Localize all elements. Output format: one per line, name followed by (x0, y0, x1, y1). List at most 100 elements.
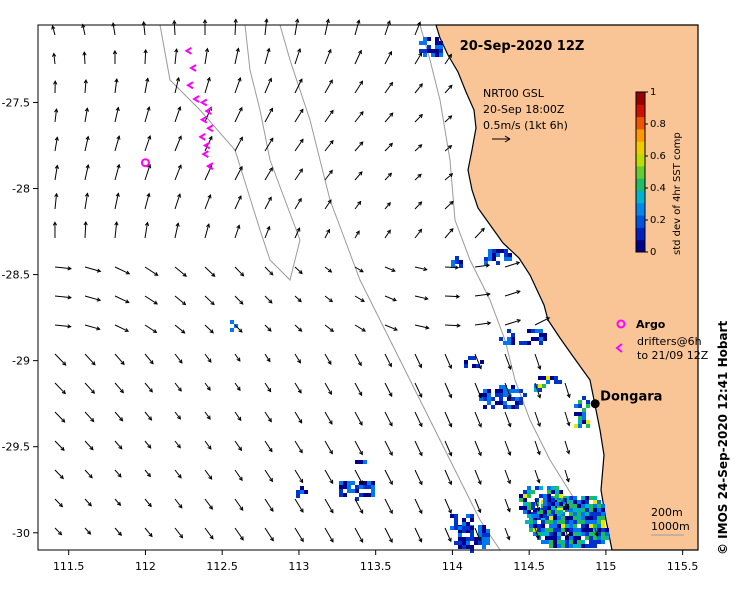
sst-cell (479, 397, 483, 401)
current-vector-head (118, 445, 123, 450)
sst-cell (543, 337, 547, 341)
sst-cell (601, 516, 605, 520)
sst-cell (454, 526, 458, 530)
current-vector (354, 295, 365, 302)
sst-cell (578, 400, 582, 404)
current-vector (534, 527, 540, 539)
current-vector-head (357, 200, 362, 206)
current-vector-head (116, 135, 121, 140)
current-vector (294, 78, 303, 94)
current-vector (324, 199, 332, 210)
sst-cell (577, 500, 581, 504)
current-vector-head (269, 477, 274, 483)
sst-cell (507, 341, 511, 345)
sst-cell (577, 532, 581, 536)
sst-cell (519, 401, 523, 405)
current-vector-head (239, 536, 244, 541)
sst-cell (577, 536, 581, 540)
sst-cell (561, 532, 565, 536)
lat-tick-label: -28.5 (2, 269, 30, 282)
sst-cell (487, 393, 491, 397)
sst-cell (466, 529, 470, 533)
sst-cell (507, 337, 511, 341)
sst-cell (586, 400, 590, 404)
sst-cell (435, 37, 439, 41)
current-vector (444, 469, 452, 485)
sst-cell (551, 498, 555, 502)
current-vector (474, 527, 481, 541)
sst-cell (527, 490, 531, 494)
sst-cell (543, 510, 547, 514)
sst-cell (551, 502, 555, 506)
sst-cell (491, 397, 495, 401)
drifter-position (205, 124, 214, 133)
current-vector (204, 324, 214, 334)
sst-cell (593, 540, 597, 544)
sst-cell (573, 532, 577, 536)
sst-cell (450, 514, 454, 518)
current-vector (264, 527, 274, 541)
sst-cell (507, 405, 511, 409)
sst-cell (339, 493, 343, 497)
current-vector-head (565, 478, 570, 483)
current-vector (52, 25, 56, 36)
current-vector-head (96, 268, 102, 273)
sst-cell (569, 524, 573, 528)
current-vector-head (361, 327, 367, 332)
sst-cell (525, 520, 529, 524)
current-vector (534, 440, 541, 455)
current-vector-head (87, 502, 92, 507)
current-vector (234, 382, 241, 391)
current-vector-head (507, 365, 512, 370)
sst-cell (569, 520, 573, 524)
sst-cell (470, 545, 474, 549)
sst-cell (523, 510, 527, 514)
current-vector-head (506, 536, 511, 541)
current-vector-head (147, 502, 152, 508)
current-vector-head (424, 296, 429, 301)
current-vector (534, 469, 540, 483)
sst-cell (462, 518, 466, 522)
sst-cell (543, 494, 547, 498)
current-vector (54, 469, 64, 479)
sst-cell (555, 510, 559, 514)
current-vector (174, 106, 181, 123)
current-vector (144, 440, 152, 449)
current-vector (504, 440, 511, 456)
current-vector-head (143, 48, 148, 54)
current-vector-head (268, 448, 273, 453)
sst-cell (470, 526, 474, 530)
sst-cell (605, 536, 609, 540)
sst-cell (454, 541, 458, 545)
current-vector-head (594, 532, 599, 537)
sst-cell (458, 545, 462, 549)
sst-cell (589, 532, 593, 536)
sst-cell (558, 380, 562, 384)
current-vector (204, 498, 213, 510)
current-vector (564, 440, 570, 454)
sst-cell (458, 529, 462, 533)
current-vector-head (209, 535, 214, 540)
sst-cell (577, 512, 581, 516)
drifter-position (199, 115, 208, 124)
current-vector-head (236, 357, 241, 362)
current-vector (144, 78, 149, 94)
sst-cell (557, 532, 561, 536)
drifter-position (186, 81, 194, 90)
sst-cell (549, 520, 553, 524)
sst-cell (539, 486, 543, 490)
current-vector (54, 353, 67, 366)
current-vector (264, 197, 272, 210)
sst-cell (503, 341, 507, 345)
current-vector (234, 19, 237, 36)
current-vector-head (146, 192, 151, 198)
sst-cell (557, 544, 561, 548)
sst-cell (527, 506, 531, 510)
sst-cell (582, 396, 586, 400)
colorbar-segment (636, 239, 645, 253)
current-vector (264, 167, 273, 181)
sst-cell (486, 533, 490, 537)
current-vector-head (515, 261, 521, 266)
current-vector (234, 137, 243, 152)
